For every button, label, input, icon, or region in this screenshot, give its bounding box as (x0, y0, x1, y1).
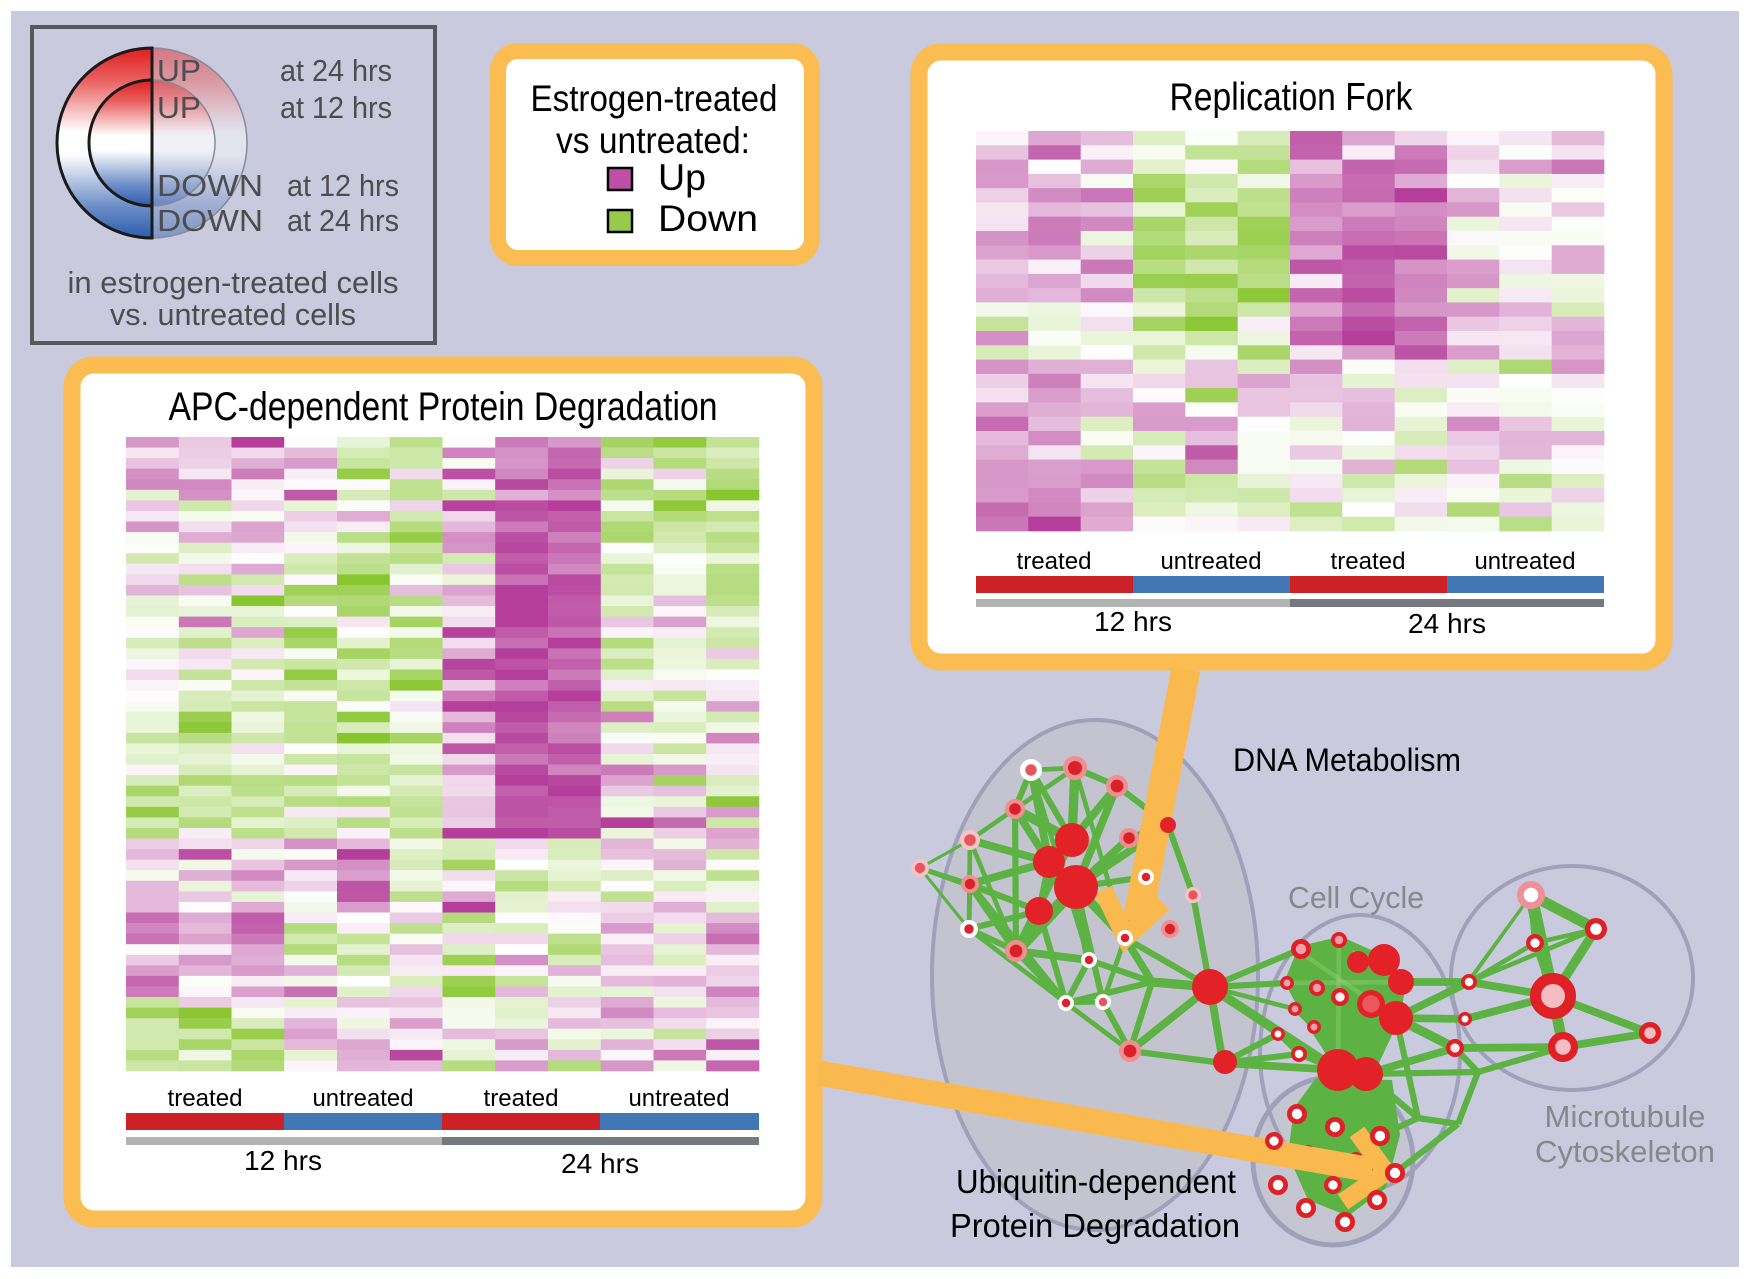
svg-text:Up: Up (658, 157, 706, 198)
svg-text:at 12 hrs: at 12 hrs (287, 168, 399, 203)
svg-text:Cell Cycle: Cell Cycle (1288, 880, 1424, 915)
svg-text:Microtubule: Microtubule (1545, 1099, 1706, 1134)
svg-text:DNA Metabolism: DNA Metabolism (1233, 742, 1461, 778)
svg-text:DOWN: DOWN (157, 168, 263, 203)
svg-text:treated: treated (484, 1085, 559, 1112)
svg-text:treated: treated (1331, 548, 1406, 575)
svg-text:DOWN: DOWN (157, 203, 263, 238)
svg-text:untreated: untreated (313, 1085, 414, 1112)
svg-text:untreated: untreated (1475, 548, 1576, 575)
svg-text:at 24 hrs: at 24 hrs (287, 203, 399, 238)
svg-text:untreated: untreated (1161, 548, 1262, 575)
svg-text:at 24 hrs: at 24 hrs (280, 53, 392, 88)
svg-text:vs untreated:: vs untreated: (556, 120, 750, 161)
svg-text:untreated: untreated (629, 1085, 730, 1112)
svg-text:Estrogen-treated: Estrogen-treated (531, 78, 778, 119)
svg-text:24 hrs: 24 hrs (1408, 608, 1486, 639)
svg-text:12 hrs: 12 hrs (244, 1145, 322, 1176)
svg-text:at 12 hrs: at 12 hrs (280, 90, 392, 125)
svg-text:vs. untreated cells: vs. untreated cells (110, 297, 356, 332)
svg-text:24 hrs: 24 hrs (561, 1148, 639, 1179)
svg-text:treated: treated (1017, 548, 1092, 575)
svg-text:treated: treated (168, 1085, 243, 1112)
svg-text:UP: UP (157, 53, 201, 88)
svg-text:Ubiquitin-dependent: Ubiquitin-dependent (956, 1163, 1236, 1200)
svg-text:APC-dependent Protein Degradat: APC-dependent Protein Degradation (169, 385, 718, 429)
svg-text:Protein Degradation: Protein Degradation (950, 1207, 1240, 1244)
svg-text:UP: UP (157, 90, 201, 125)
svg-text:Down: Down (658, 198, 758, 239)
svg-text:12 hrs: 12 hrs (1094, 606, 1172, 637)
svg-text:Replication Fork: Replication Fork (1170, 76, 1413, 119)
svg-text:Cytoskeleton: Cytoskeleton (1535, 1134, 1715, 1169)
svg-text:in estrogen-treated cells: in estrogen-treated cells (68, 265, 399, 300)
